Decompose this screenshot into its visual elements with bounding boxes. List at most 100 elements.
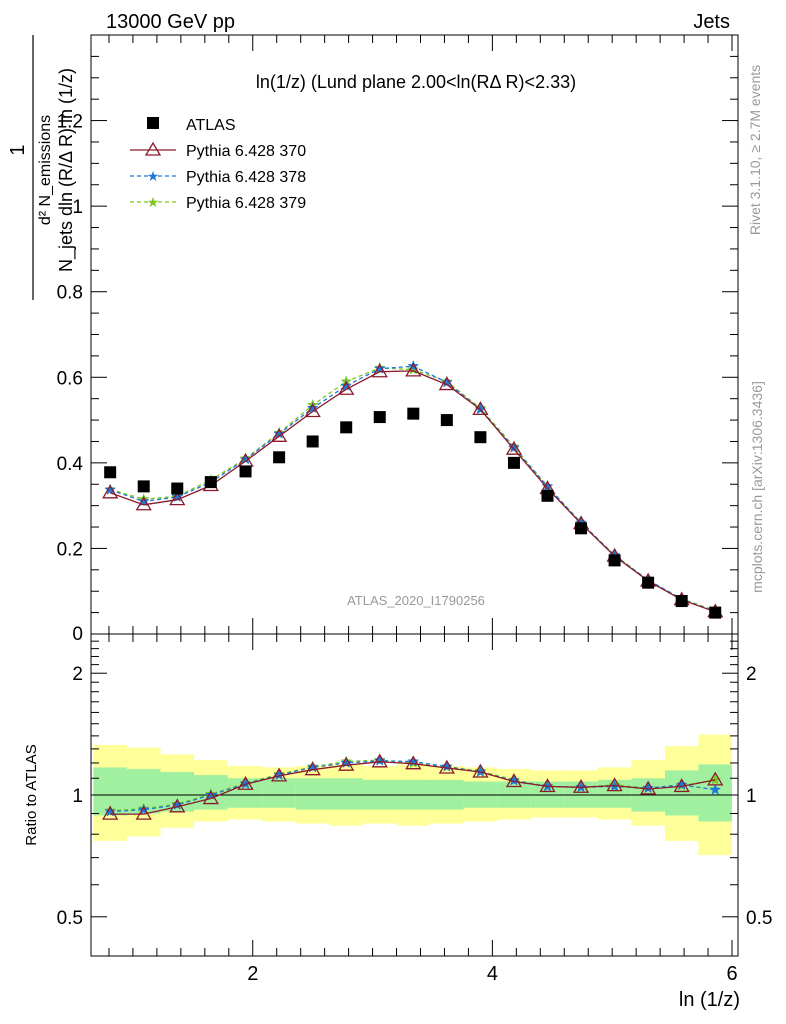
ratio-y-tick-label-right: 0.5	[746, 908, 772, 929]
atlas-data-point	[675, 595, 688, 608]
atlas-data-point	[440, 414, 453, 427]
x-tick-label: 6	[726, 963, 737, 985]
series-marker-378	[440, 760, 453, 772]
legend-370-label: Pythia 6.428 370	[186, 143, 306, 160]
atlas-data-point	[507, 456, 520, 469]
series-marker-378	[642, 781, 655, 794]
mcplots-label: mcplots.cern.ch [arXiv:1306.3436]	[749, 381, 765, 593]
rivet-label: Rivet 3.1.10, ≥ 2.7M events	[747, 65, 763, 235]
series-marker-370	[472, 763, 489, 778]
ratio-panel-series	[102, 753, 724, 820]
legend-atlas-marker	[147, 117, 159, 129]
series-marker-378	[709, 783, 722, 795]
series-marker-378	[508, 774, 520, 786]
y-tick-label-zero: 0	[72, 624, 83, 645]
series-marker-370	[338, 756, 355, 771]
series-marker-379	[407, 363, 420, 375]
uncertainty-band-inner	[329, 778, 363, 810]
ratio-y-tick-label: 0.5	[57, 908, 83, 929]
series-marker-370	[606, 777, 623, 792]
uncertainty-band-inner	[262, 778, 296, 808]
series-marker-370	[640, 780, 657, 795]
main-plot-title: ln(1/z) (Lund plane 2.00<ln(RΔ R)<2.33)	[256, 72, 576, 92]
ratio-y-tick-label: 1	[72, 786, 83, 807]
legend-379-marker: ★	[147, 194, 160, 210]
x-tick-label: 4	[487, 963, 498, 985]
series-marker-370	[572, 778, 590, 793]
series-marker-378	[273, 768, 285, 781]
uncertainty-band-inner	[295, 778, 330, 810]
series-line-370	[109, 370, 716, 613]
series-marker-370	[135, 496, 152, 511]
series-marker-370	[202, 790, 219, 805]
series-marker-370	[237, 775, 254, 790]
atlas-data-point	[709, 606, 722, 619]
atlas-data-point	[407, 407, 420, 420]
y-label-line-2: d² N_emissions	[37, 115, 54, 225]
y-tick-label: 0.8	[57, 283, 83, 304]
series-marker-370	[169, 798, 186, 813]
series-marker-370	[102, 805, 119, 820]
series-marker-378	[104, 483, 117, 495]
ratio-panel-axes: 0.5 0.5 1 1 2 2 2 4 6	[57, 634, 772, 985]
atlas-data-point	[474, 431, 487, 444]
series-marker-378	[137, 803, 150, 815]
analysis-id-label: ATLAS_2020_I1790256	[347, 593, 485, 608]
series-marker-370	[304, 403, 321, 418]
series-marker-378	[340, 379, 353, 391]
ratio-y-tick-label-right: 1	[746, 786, 757, 807]
y-tick-label: 0.6	[57, 368, 83, 389]
series-marker-370	[405, 362, 422, 377]
series-marker-370	[707, 771, 724, 786]
series-marker-370	[472, 401, 489, 416]
main-panel-series	[102, 360, 724, 619]
series-marker-370	[135, 805, 152, 820]
y-label-line-3: N_jets dln (R/Δ R) ln (1/z)	[56, 68, 77, 272]
series-marker-378	[675, 778, 688, 790]
series-marker-370	[673, 778, 690, 793]
atlas-data-point	[541, 489, 554, 502]
series-marker-370	[102, 484, 119, 499]
atlas-data-point	[373, 411, 386, 424]
series-marker-370	[505, 440, 523, 455]
series-marker-378	[204, 788, 217, 800]
series-marker-370	[169, 491, 186, 506]
atlas-data-point	[104, 466, 117, 479]
main-panel-axes: 0.2 0.4 0.6 0.8 1 1.2 0	[57, 35, 738, 645]
x-axis-label: ln (1/z)	[679, 989, 740, 1011]
atlas-data-point	[273, 451, 286, 464]
header-energy-label: 13000 GeV pp	[106, 11, 235, 33]
series-marker-370	[505, 773, 523, 788]
series-marker-370	[438, 759, 455, 774]
atlas-data-point	[340, 421, 353, 434]
series-marker-378	[407, 360, 420, 372]
atlas-data-point	[306, 435, 319, 448]
atlas-data-point	[239, 465, 252, 478]
legend-370-marker	[144, 141, 162, 156]
x-tick-label: 2	[247, 963, 258, 985]
series-marker-370	[371, 363, 388, 378]
ratio-y-tick-label: 2	[72, 664, 83, 685]
uncertainty-band-inner	[664, 770, 699, 816]
legend-378-marker: ★	[147, 168, 160, 184]
legend-378-label: Pythia 6.428 378	[186, 169, 306, 186]
atlas-data-point	[608, 554, 621, 567]
series-marker-370	[438, 376, 455, 391]
y-tick-label: 0.4	[57, 454, 84, 475]
series-line-370	[110, 761, 716, 815]
series-marker-379	[709, 773, 722, 785]
series-marker-378	[373, 362, 386, 374]
legend-atlas-label: ATLAS	[186, 117, 236, 134]
atlas-data-point	[137, 480, 150, 493]
series-marker-370	[270, 767, 288, 782]
atlas-data-point	[204, 476, 217, 489]
legend-379-label: Pythia 6.428 379	[186, 195, 306, 212]
legend: ATLAS Pythia 6.428 370 ★ Pythia 6.428 37…	[130, 117, 306, 212]
y-tick-label: 1.2	[57, 112, 83, 133]
series-marker-378	[137, 495, 150, 507]
ratio-y-axis-label: Ratio to ATLAS	[23, 744, 40, 845]
y-tick-label: 0.2	[57, 539, 83, 560]
series-marker-370	[371, 753, 388, 768]
series-marker-370	[304, 761, 321, 776]
main-y-axis-label: 1 d² N_emissions N_jets dln (R/Δ R) ln (…	[7, 35, 77, 300]
